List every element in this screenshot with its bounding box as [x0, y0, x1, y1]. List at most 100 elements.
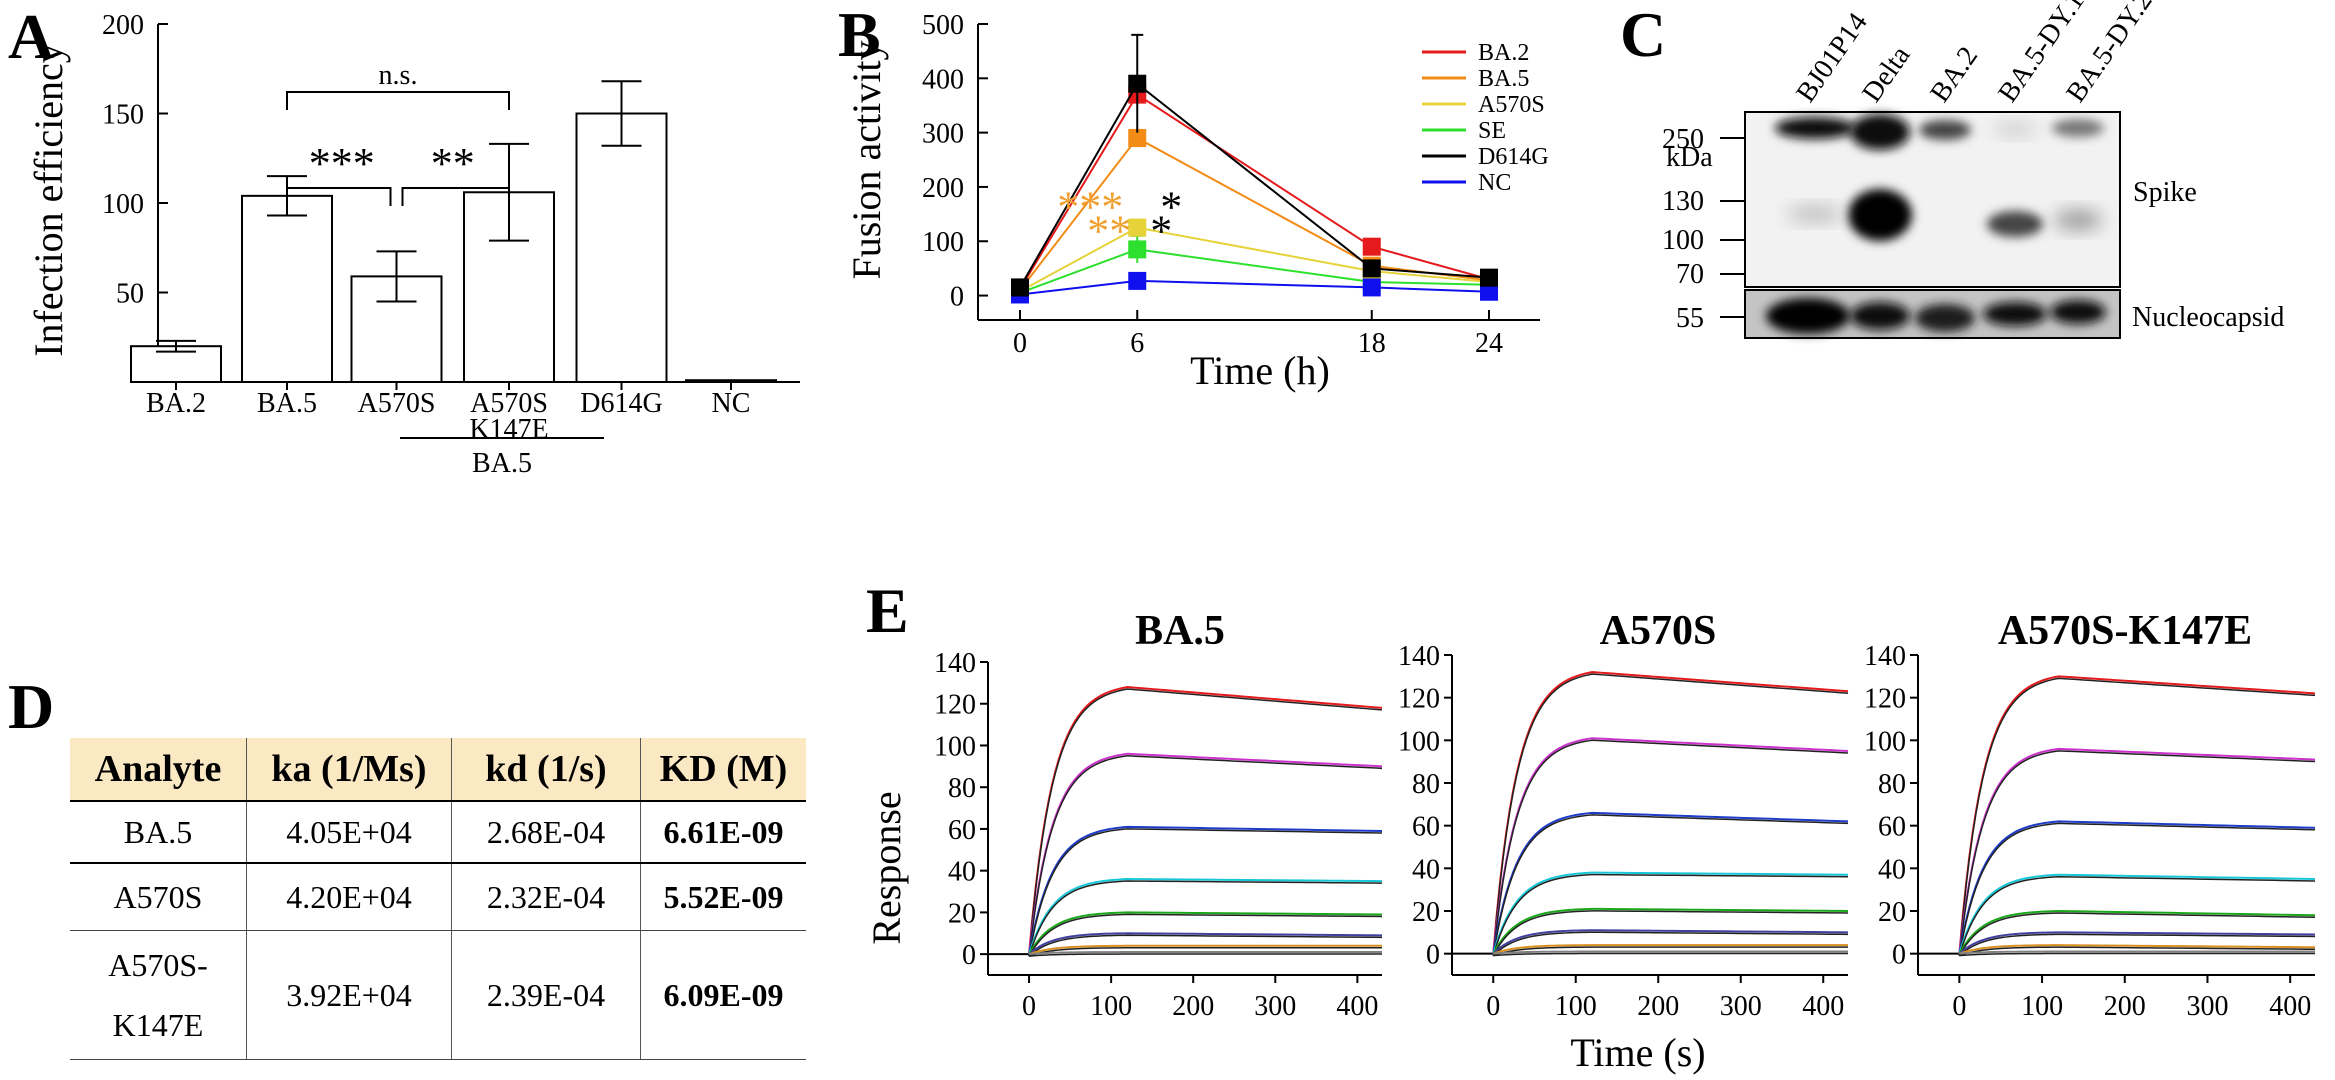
marker-250: 250 [1662, 124, 1704, 155]
header-KD: KD (M) [640, 738, 806, 801]
b-point [1362, 278, 1381, 297]
e-fit-curve [1028, 913, 1383, 957]
b-legend-label: SE [1478, 118, 1506, 144]
e-xtick-label: 400 [1802, 991, 1844, 1022]
b-series-line [1019, 226, 1490, 293]
e-fit-curve [1028, 947, 1382, 957]
e-fit-curve [1492, 931, 1849, 957]
b-ytick-label: 500 [922, 10, 964, 41]
e-ytick-label: 20 [1878, 897, 1906, 928]
panel-label-a: A [8, 1, 54, 72]
e-fit-curve [1958, 912, 2316, 957]
e-ytick-label: 120 [934, 690, 976, 721]
b-star-se-d614g: * [1150, 206, 1172, 255]
b-ytick-label: 200 [922, 173, 964, 204]
a-ns-bracket [286, 91, 510, 110]
cell-ka: 4.05E+04 [246, 800, 452, 864]
e-sensorgram-curve [1492, 811, 1849, 954]
e-fit-curve [1028, 880, 1383, 957]
cell-kd: 2.32E-04 [451, 862, 641, 931]
e-xtick-label: 400 [1336, 991, 1378, 1022]
e-fit-curve [1958, 933, 2316, 957]
e-sensorgram-curve [1958, 747, 2316, 954]
e-fit-curve [1028, 953, 1382, 957]
e-xtick-label: 200 [1637, 991, 1679, 1022]
e-ytick-label: 100 [934, 731, 976, 762]
b-y-title: Fusion activity [844, 41, 889, 280]
e-sensorgram-curve [1028, 878, 1383, 955]
e-chart-title: BA.5 [1135, 608, 1225, 654]
e-ytick-label: 0 [962, 940, 976, 971]
b-point [1128, 271, 1147, 290]
e-sensorgram-curve [1958, 873, 2316, 954]
e-fit-curve [1492, 873, 1849, 956]
a-star3-label: *** [309, 139, 375, 188]
b-ytick-label: 400 [922, 64, 964, 95]
e-fit-curve [1492, 739, 1849, 956]
e-sensorgram-curve [1028, 825, 1383, 955]
b-ytick-label: 100 [922, 227, 964, 258]
band-ba2-250 [1919, 120, 1971, 140]
a-xtick-label: NC [712, 388, 751, 419]
e-xtick-label: 100 [1090, 991, 1132, 1022]
a-xtick-label: BA.5 [257, 388, 317, 419]
e-sensorgram-curve [1492, 944, 1848, 955]
e-sensorgram-curve [1492, 929, 1849, 955]
b-legend-label: A570S [1478, 92, 1545, 118]
panel-label-b: B [838, 0, 881, 70]
e-sensorgram-chart: A570S 0 20 40 60 80 100 120 140 0 100 200 300 400 [1398, 608, 1849, 1022]
blot-spike-membrane [1744, 111, 2121, 288]
marker-130: 130 [1662, 186, 1704, 217]
e-x-title: Time (s) [1570, 1030, 1705, 1075]
e-fit-curve [1028, 934, 1383, 957]
b-legend-label: BA.5 [1478, 66, 1529, 92]
cell-analyte-line: A570S- [108, 947, 208, 983]
e-ytick-label: 120 [1398, 684, 1440, 715]
b-series-line [1019, 93, 1490, 290]
blot-markers: 250 130 100 70 55 [1662, 124, 1744, 334]
e-ytick-label: 80 [1878, 769, 1906, 800]
b-series-line [1019, 82, 1490, 288]
e-ytick-label: 140 [934, 648, 976, 679]
e-fit-curve [1028, 828, 1383, 957]
a-xtick-label: K147E [469, 414, 548, 445]
e-sensorgram-curve [1492, 737, 1849, 954]
marker-70: 70 [1676, 259, 1704, 290]
e-ytick-label: 60 [1878, 812, 1906, 843]
e-ytick-label: 100 [1398, 726, 1440, 757]
blot-lane-labels: BJ01P14 Delta BA.2 BA.5-DY.1.1 BA.5-DY.2 [1790, 0, 2158, 108]
band-bj01p14-250 [1775, 117, 1855, 139]
b-point [1128, 218, 1147, 237]
band-dy2-250 [2052, 119, 2104, 137]
e-ytick-label: 60 [1412, 812, 1440, 843]
b-point [1128, 74, 1147, 93]
e-sensorgram-curve [1958, 820, 2316, 954]
e-fit-curve [1028, 755, 1383, 957]
e-ytick-label: 140 [1864, 641, 1906, 672]
b-point [1011, 278, 1029, 297]
a-ytick-label: 100 [102, 189, 144, 220]
b-xtick-label: 0 [1013, 328, 1027, 359]
e-ytick-label: 20 [1412, 897, 1440, 928]
b-legend-label: NC [1478, 170, 1511, 196]
a-ytick-label: 200 [102, 10, 144, 41]
e-fit-curve [1492, 910, 1849, 957]
b-x-title: Time (h) [1190, 348, 1330, 393]
e-fit-curve [1493, 946, 1848, 957]
table-row: A570S 4.20E+04 2.32E-04 5.52E-09 [70, 862, 806, 931]
e-sensorgram-curve [1958, 909, 2316, 955]
e-xtick-label: 100 [2021, 991, 2063, 1022]
a-y-title: Infection efficiency [26, 43, 71, 357]
band-dy11-250 [1993, 122, 2037, 136]
cell-KD: 6.61E-09 [640, 800, 806, 864]
e-ytick-label: 120 [1864, 684, 1906, 715]
e-fit-curve [1959, 952, 2315, 957]
e-sensorgram-curve [1492, 871, 1849, 954]
e-fit-curve [1958, 822, 2316, 956]
e-sensorgram-chart: A570S-K147E 0 20 40 60 80 100 120 140 0 100 200 300 4… [1864, 608, 2316, 1022]
band-dy11-100 [1987, 211, 2043, 237]
b-xtick-label: 18 [1358, 328, 1386, 359]
e-sensorgram-curve [1959, 944, 2316, 955]
a-bar [685, 379, 777, 383]
